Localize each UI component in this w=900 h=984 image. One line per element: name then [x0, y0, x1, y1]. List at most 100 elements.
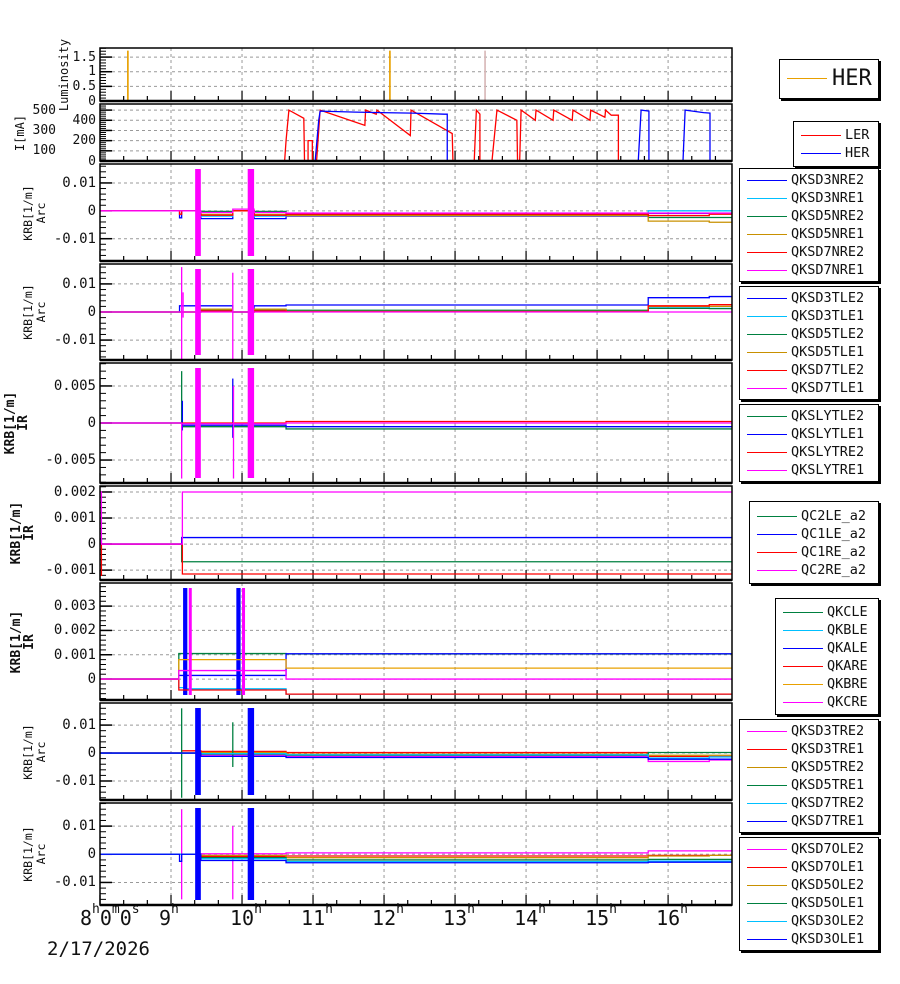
series-line-QKSD7NRE2 — [100, 210, 732, 217]
y-axis-label-line: Arc — [34, 843, 48, 865]
burst-QKSD7NRE1 — [247, 169, 255, 256]
y-axis-label-line: I[mA] — [13, 114, 27, 151]
legend-swatch — [747, 388, 787, 389]
x-tick-label: 9h — [159, 902, 179, 930]
date-label: 2/17/2026 — [47, 938, 150, 960]
series-line-HER — [100, 109, 732, 161]
legend-entry: QC2RE_a2 — [750, 561, 878, 579]
legend-entry: QKSLYTRE1 — [740, 461, 878, 479]
y-axis-label: KRB[1/m] IR — [9, 600, 37, 684]
y-tick-label: 300 — [32, 122, 56, 138]
burst-QKCRE — [188, 588, 192, 695]
y-tick-label: 0.01 — [62, 717, 96, 734]
legend-label: QKBLE — [827, 621, 868, 638]
legend-label: QC2RE_a2 — [801, 561, 867, 578]
legend-swatch — [747, 352, 787, 353]
y-axis-label: KRB[1/m] Arc — [21, 710, 48, 794]
legend-label: QKSD7TRE2 — [791, 795, 865, 811]
legend-swatch — [757, 533, 797, 535]
legend-label: LER — [845, 127, 870, 143]
legend-swatch — [747, 767, 787, 768]
panel-frame — [99, 47, 733, 102]
burst-QKSD7TLE1 — [247, 269, 255, 355]
y-tick-label: 0.5 — [72, 78, 96, 94]
panel-6 — [99, 582, 733, 702]
y-axis-label: KRB[1/m] IR — [3, 381, 31, 465]
legend-swatch — [747, 939, 787, 940]
x-tick-label: 8h0m0s — [80, 902, 140, 930]
y-tick-label: 0.005 — [53, 377, 96, 394]
panel-1 — [99, 103, 733, 163]
y-tick-label: 0.001 — [53, 510, 96, 527]
unit-superscript: h — [680, 902, 688, 917]
legend-swatch — [747, 198, 787, 199]
legend-entry: QKCRE — [776, 693, 878, 711]
legend-swatch — [747, 316, 787, 317]
legend-swatch — [747, 416, 787, 417]
x-tick-label: 10h — [230, 902, 262, 930]
legend-swatch — [747, 849, 787, 850]
unit-superscript: h — [254, 902, 262, 917]
legend-label: QKSD5NRE1 — [791, 226, 865, 242]
unit-superscript: h — [92, 902, 100, 917]
burst-QKSD7TRE1 — [195, 708, 201, 795]
series-line-HER — [100, 50, 732, 101]
legend-label: QKSD3TRE1 — [791, 741, 865, 757]
y-tick-label: 0.003 — [53, 598, 96, 615]
legend-entry: HER — [794, 144, 878, 162]
burst-QKALE — [183, 588, 188, 695]
legend-entry: QKSD5TLE1 — [740, 343, 878, 361]
legend-entry: QKSD5TRE1 — [740, 776, 878, 794]
unit-superscript: h — [609, 902, 617, 917]
burst-QKSD7TLE1 — [195, 269, 201, 355]
y-tick-label: -0.01 — [53, 332, 96, 349]
legend-entry: QKSD7TRE1 — [740, 812, 878, 830]
legend-swatch — [747, 234, 787, 235]
legend-entry: QKSD5NRE2 — [740, 207, 878, 225]
legend-label: QKSLYTLE2 — [791, 408, 865, 424]
legend-label: QKSD3TLE2 — [791, 290, 865, 306]
legend-entry: QKSD3TLE1 — [740, 307, 878, 325]
y-tick-label: 0 — [87, 745, 96, 762]
y-axis-label: KRB[1/m] IR — [9, 491, 37, 575]
y-axis-label-line: Luminosity — [57, 38, 71, 111]
burst-QKSD7NRE1 — [195, 169, 201, 256]
legend-swatch — [747, 749, 787, 750]
y-axis-label: KRB[1/m] Arc — [21, 812, 48, 896]
x-tick-label: 13h — [443, 902, 475, 930]
y-axis-label-line: IR — [22, 633, 37, 650]
burst-QKSLYTRE1 — [195, 368, 201, 478]
legend-entry: QKSD3TRE2 — [740, 722, 878, 740]
legend-entry: QKALE — [776, 639, 878, 657]
y-axis-label: KRB[1/m] Arc — [21, 171, 48, 255]
burst-QKSLYTRE1 — [247, 368, 255, 478]
legend-entry: QKSD7TLE1 — [740, 379, 878, 397]
legend-box: QKSD3TRE2 QKSD3TRE1 QKSD5TRE2 QKSD5TRE1 QKSD… — [739, 719, 879, 833]
panel-8 — [99, 802, 733, 907]
y-axis-label-line: Arc — [34, 301, 48, 323]
legend-label: QKSD3TLE1 — [791, 308, 865, 324]
legend-entry: QKBRE — [776, 675, 878, 693]
legend-entry: QC1RE_a2 — [750, 543, 878, 561]
legend-entry: QKSD5TRE2 — [740, 758, 878, 776]
legend-entry: QKARE — [776, 657, 878, 675]
legend-swatch — [747, 803, 787, 804]
legend-label: QKSD5TLE2 — [791, 326, 865, 342]
legend-swatch — [747, 821, 787, 822]
y-tick-label: -0.01 — [53, 874, 96, 891]
series-line-QKBLE — [100, 678, 732, 695]
y-tick-label: 500 — [32, 102, 56, 118]
y-tick-label: 200 — [72, 133, 96, 149]
legend-entry: QKSD5OLE1 — [740, 894, 878, 912]
panel-0 — [99, 47, 733, 103]
panel-5 — [99, 485, 733, 582]
legend-entry: QKSD5TLE2 — [740, 325, 878, 343]
legend-entry: QKSD5NRE1 — [740, 225, 878, 243]
y-tick-label: 0 — [87, 304, 96, 320]
y-axis-label: I[mA] — [13, 88, 27, 178]
legend-entry: QKSD7OLE1 — [740, 858, 878, 876]
panel-3 — [99, 263, 733, 362]
x-tick-label: 12h — [372, 902, 404, 930]
legend-swatch — [757, 515, 797, 517]
